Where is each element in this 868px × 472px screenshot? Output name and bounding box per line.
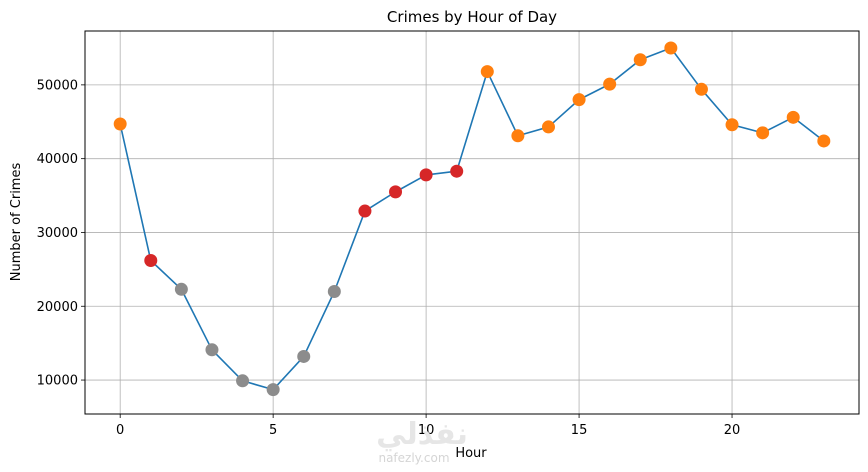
tick-layer: 0 5 10 15 20 10000 20000 30000 40000 50000 [37, 78, 741, 438]
data-point-medium [144, 254, 158, 268]
data-point-medium [419, 168, 433, 182]
data-point-high [541, 120, 555, 134]
data-point-low [205, 343, 219, 357]
x-tick-label: 0 [116, 423, 124, 438]
data-point-high [725, 118, 739, 132]
y-tick-label: 10000 [37, 374, 78, 389]
y-tick-label: 20000 [37, 300, 78, 315]
chart-title: Crimes by Hour of Day [387, 8, 557, 26]
data-point-low [266, 383, 280, 397]
x-tick-label: 10 [418, 423, 435, 438]
data-point-high [694, 82, 708, 96]
data-point-low [327, 284, 341, 298]
data-point-high [603, 77, 617, 91]
x-tick-label: 5 [269, 423, 277, 438]
grid-lines [85, 31, 859, 414]
data-point-high [817, 134, 831, 148]
plot-frame [84, 30, 860, 415]
data-point-medium [389, 185, 403, 199]
data-point-high [480, 65, 494, 79]
data-point-high [633, 53, 647, 67]
y-tick-label: 30000 [37, 226, 78, 241]
y-tick-label: 40000 [37, 152, 78, 167]
data-point-high [786, 110, 800, 124]
data-point-high [756, 126, 770, 140]
data-point-high [572, 93, 586, 107]
x-axis-label: Hour [455, 446, 487, 461]
data-point-high [511, 129, 525, 143]
data-point-low [297, 349, 311, 363]
watermark: نفذلي nafezly.com [376, 417, 468, 465]
data-point-medium [450, 164, 464, 178]
series-layer [119, 47, 825, 391]
data-point-low [236, 374, 250, 388]
x-tick-label: 20 [724, 423, 741, 438]
y-axis-label: Number of Crimes [9, 163, 24, 282]
data-point-low [174, 282, 188, 296]
series-line [119, 47, 825, 391]
data-point-high [113, 117, 127, 131]
watermark-logo-text: نفذلي [376, 417, 468, 452]
x-tick-label: 15 [571, 423, 588, 438]
marker-layer [113, 41, 831, 397]
y-tick-label: 50000 [37, 78, 78, 93]
data-point-medium [358, 204, 372, 218]
data-point-high [664, 41, 678, 55]
watermark-site-text: nafezly.com [378, 451, 449, 465]
